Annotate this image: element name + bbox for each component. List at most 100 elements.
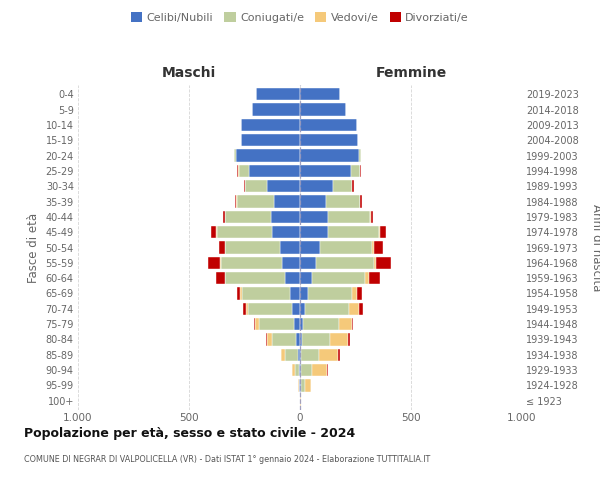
- Text: Femmine: Femmine: [376, 66, 446, 80]
- Bar: [379, 226, 380, 238]
- Bar: [350, 164, 360, 177]
- Bar: [211, 226, 216, 238]
- Bar: [300, 180, 333, 192]
- Bar: [300, 226, 328, 238]
- Bar: [299, 379, 300, 392]
- Bar: [217, 226, 272, 238]
- Bar: [305, 379, 311, 392]
- Bar: [220, 241, 225, 254]
- Bar: [248, 302, 292, 315]
- Bar: [241, 118, 300, 131]
- Bar: [300, 118, 357, 131]
- Bar: [333, 180, 352, 192]
- Bar: [295, 318, 300, 330]
- Bar: [305, 302, 349, 315]
- Bar: [316, 256, 374, 269]
- Bar: [320, 241, 373, 254]
- Bar: [296, 333, 300, 346]
- Bar: [300, 348, 301, 361]
- Bar: [300, 195, 326, 208]
- Bar: [272, 226, 300, 238]
- Bar: [338, 318, 352, 330]
- Bar: [243, 302, 246, 315]
- Bar: [365, 272, 369, 284]
- Bar: [371, 210, 373, 223]
- Bar: [242, 287, 290, 300]
- Bar: [301, 379, 305, 392]
- Bar: [300, 256, 316, 269]
- Bar: [302, 318, 338, 330]
- Bar: [236, 195, 274, 208]
- Bar: [301, 348, 319, 361]
- Bar: [235, 195, 236, 208]
- Bar: [272, 333, 296, 346]
- Bar: [225, 241, 226, 254]
- Bar: [280, 241, 300, 254]
- Bar: [221, 256, 282, 269]
- Legend: Celibi/Nubili, Coniugati/e, Vedovi/e, Divorziati/e: Celibi/Nubili, Coniugati/e, Vedovi/e, Di…: [127, 8, 473, 28]
- Bar: [267, 180, 300, 192]
- Text: Popolazione per età, sesso e stato civile - 2024: Popolazione per età, sesso e stato civil…: [24, 428, 355, 440]
- Bar: [254, 318, 256, 330]
- Bar: [241, 134, 300, 146]
- Bar: [360, 164, 361, 177]
- Bar: [352, 180, 354, 192]
- Bar: [300, 318, 302, 330]
- Bar: [359, 302, 364, 315]
- Text: Maschi: Maschi: [162, 66, 216, 80]
- Bar: [374, 256, 376, 269]
- Bar: [326, 364, 328, 376]
- Bar: [300, 379, 301, 392]
- Bar: [352, 287, 357, 300]
- Bar: [239, 164, 250, 177]
- Bar: [300, 364, 301, 376]
- Bar: [300, 210, 328, 223]
- Bar: [380, 226, 386, 238]
- Bar: [359, 149, 361, 162]
- Bar: [223, 210, 224, 223]
- Bar: [244, 180, 245, 192]
- Bar: [234, 149, 236, 162]
- Bar: [300, 272, 311, 284]
- Bar: [319, 348, 338, 361]
- Bar: [311, 272, 365, 284]
- Bar: [292, 302, 300, 315]
- Bar: [266, 333, 267, 346]
- Bar: [226, 241, 280, 254]
- Bar: [328, 210, 370, 223]
- Bar: [352, 318, 353, 330]
- Bar: [298, 379, 299, 392]
- Bar: [208, 256, 220, 269]
- Bar: [349, 302, 359, 315]
- Bar: [236, 149, 300, 162]
- Bar: [259, 318, 295, 330]
- Bar: [330, 333, 349, 346]
- Bar: [373, 241, 374, 254]
- Bar: [302, 333, 330, 346]
- Bar: [369, 272, 380, 284]
- Bar: [300, 333, 302, 346]
- Bar: [290, 287, 300, 300]
- Bar: [328, 226, 379, 238]
- Bar: [224, 272, 226, 284]
- Bar: [274, 195, 300, 208]
- Bar: [326, 195, 360, 208]
- Bar: [357, 287, 362, 300]
- Bar: [240, 287, 242, 300]
- Bar: [361, 195, 362, 208]
- Bar: [237, 287, 240, 300]
- Bar: [300, 287, 308, 300]
- Bar: [225, 210, 271, 223]
- Bar: [300, 302, 305, 315]
- Bar: [271, 210, 300, 223]
- Y-axis label: Fasce di età: Fasce di età: [27, 212, 40, 282]
- Bar: [216, 272, 224, 284]
- Bar: [338, 348, 340, 361]
- Bar: [282, 256, 300, 269]
- Bar: [220, 256, 221, 269]
- Bar: [311, 364, 326, 376]
- Bar: [308, 287, 352, 300]
- Bar: [300, 134, 358, 146]
- Bar: [292, 364, 295, 376]
- Bar: [256, 88, 300, 101]
